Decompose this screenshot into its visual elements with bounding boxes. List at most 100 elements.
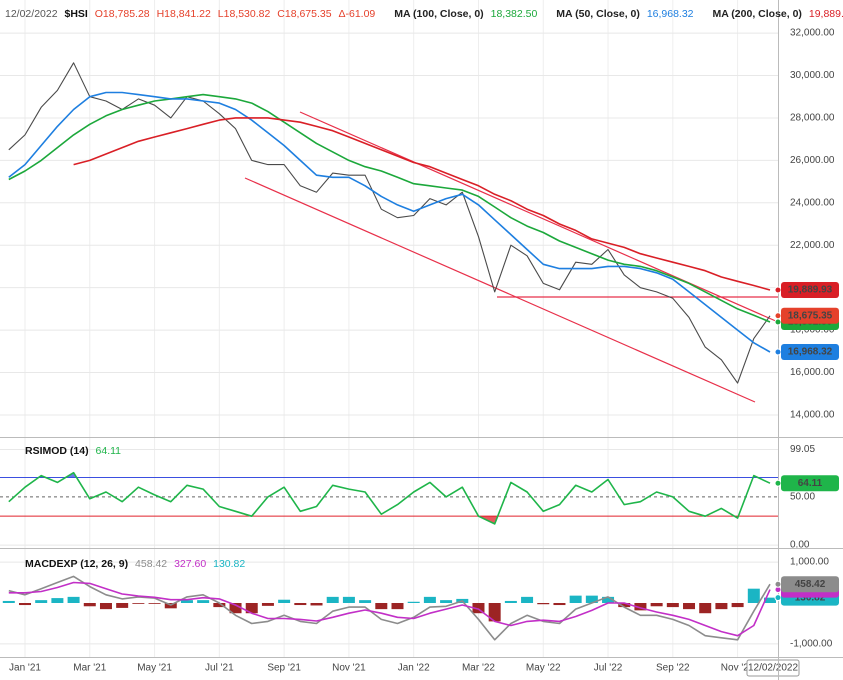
indicator-line xyxy=(8,91,771,353)
legend-name: MA (200, Close, 0) xyxy=(712,8,801,20)
trend-line xyxy=(244,177,756,403)
macd-header: MACDEXP (12, 26, 9) 458.42 327.60 130.82 xyxy=(25,558,245,570)
x-tick-label: Jul '22 xyxy=(594,663,623,674)
legend-value: 327.60 xyxy=(174,558,206,570)
y-tick-label: 1,000.00 xyxy=(790,557,829,568)
histogram-bar xyxy=(634,603,647,611)
y-tick-label: 14,000.00 xyxy=(790,410,835,421)
open: O18,785.28 xyxy=(95,8,150,20)
x-tick-label: Jan '21 xyxy=(9,663,41,674)
histogram-bar xyxy=(278,599,291,603)
histogram-bar xyxy=(569,595,582,603)
indicator-line xyxy=(73,117,771,291)
low: L18,530.82 xyxy=(218,8,271,20)
indicator-title: RSIMOD (14) xyxy=(25,445,89,457)
histogram-bar xyxy=(683,603,696,610)
trend-line xyxy=(299,111,779,323)
legend-value: 16,968.32 xyxy=(647,8,694,20)
x-tick-label: Jan '22 xyxy=(398,663,430,674)
x-tick-label: Nov '21 xyxy=(332,663,366,674)
histogram-bar xyxy=(423,596,436,603)
last-value-box xyxy=(781,343,839,360)
histogram-bar xyxy=(764,597,776,603)
legend-value: 130.82 xyxy=(213,558,245,570)
histogram-bar xyxy=(666,603,679,608)
x-tick-label: Jul '21 xyxy=(205,663,234,674)
change: Δ-61.09 xyxy=(338,8,375,20)
last-value-label: 19,889.93 xyxy=(788,285,833,296)
histogram-bar xyxy=(731,603,744,608)
histogram-bar xyxy=(504,600,517,603)
price-line xyxy=(8,62,771,384)
histogram-bar xyxy=(488,603,501,622)
last-value-box xyxy=(781,307,839,324)
last-value-label: 18,675.35 xyxy=(788,310,833,321)
y-tick-label: 26,000.00 xyxy=(790,155,835,166)
x-tick-label: May '21 xyxy=(137,663,172,674)
y-tick-label: 50.00 xyxy=(790,492,815,503)
y-tick-label: 18,000.00 xyxy=(790,325,835,336)
x-tick-label: May '22 xyxy=(526,663,561,674)
histogram-bar xyxy=(310,603,323,606)
rsi-header: RSIMOD (14) 64.11 xyxy=(25,445,121,457)
value-boxes: 19,889.9316,968.3218,382.5018,675.3564.1… xyxy=(774,281,839,606)
histogram-bar xyxy=(326,596,339,603)
y-tick-label: 99.05 xyxy=(790,444,815,455)
histogram-bar xyxy=(440,600,453,603)
indicator-title: MACDEXP (12, 26, 9) xyxy=(25,558,128,570)
last-value-label: 16,968.32 xyxy=(788,347,833,358)
legend-name: MA (100, Close, 0) xyxy=(394,8,483,20)
last-value-label: 458.42 xyxy=(795,579,826,590)
legend-value: 18,382.50 xyxy=(491,8,538,20)
histogram-bar xyxy=(294,603,307,606)
high: H18,841.22 xyxy=(157,8,211,20)
price-header: 12/02/2022 $HSI O18,785.28 H18,841.22 L1… xyxy=(5,8,843,20)
histogram-bar xyxy=(650,603,663,607)
x-tick-label: 12/02/2022 xyxy=(748,663,798,674)
histogram-bar xyxy=(180,600,193,603)
legend-value: 19,889.93 xyxy=(809,8,843,20)
y-tick-label: 24,000.00 xyxy=(790,197,835,208)
histogram-bar xyxy=(99,603,112,610)
histogram-bar xyxy=(2,600,15,603)
histogram-bar xyxy=(18,603,31,606)
last-value-label: 64.11 xyxy=(798,478,823,489)
histogram-bar xyxy=(618,603,631,608)
x-tick-label: Sep '21 xyxy=(267,663,301,674)
last-value-box xyxy=(781,281,839,298)
legend-value: 458.42 xyxy=(135,558,167,570)
histogram-bar xyxy=(83,603,96,607)
last-value-dot xyxy=(774,479,782,487)
histogram-bar xyxy=(391,603,404,610)
y-tick-label: 32,000.00 xyxy=(790,28,835,39)
histogram-bar xyxy=(148,603,161,604)
last-value-dot xyxy=(774,580,782,588)
histogram-bar xyxy=(116,603,129,608)
x-tick-label: Mar '22 xyxy=(462,663,495,674)
date: 12/02/2022 xyxy=(5,8,58,20)
y-tick-label: -1,000.00 xyxy=(790,639,833,650)
histogram-bar xyxy=(245,603,258,614)
histogram-bar xyxy=(407,601,420,603)
y-tick-label: 28,000.00 xyxy=(790,113,835,124)
histogram-bar xyxy=(602,596,615,603)
y-tick-label: 30,000.00 xyxy=(790,70,835,81)
plot xyxy=(0,62,778,641)
histogram-bar xyxy=(132,603,145,604)
indicator-line xyxy=(8,581,771,637)
last-value-dot xyxy=(774,318,782,326)
histogram-bar xyxy=(472,603,485,614)
last-value-dot xyxy=(774,286,782,294)
x-tick-label: Nov '22 xyxy=(721,663,755,674)
last-value-label: 130.82 xyxy=(795,592,826,603)
legend-value: 64.11 xyxy=(96,445,122,457)
indicator-line xyxy=(8,471,771,525)
histogram-bar xyxy=(715,603,728,610)
indicator-line xyxy=(8,575,771,641)
last-value-box xyxy=(781,475,839,492)
x-tick-label: Sep '22 xyxy=(656,663,690,674)
histogram-bar xyxy=(213,603,226,608)
histogram-bar xyxy=(229,603,242,614)
